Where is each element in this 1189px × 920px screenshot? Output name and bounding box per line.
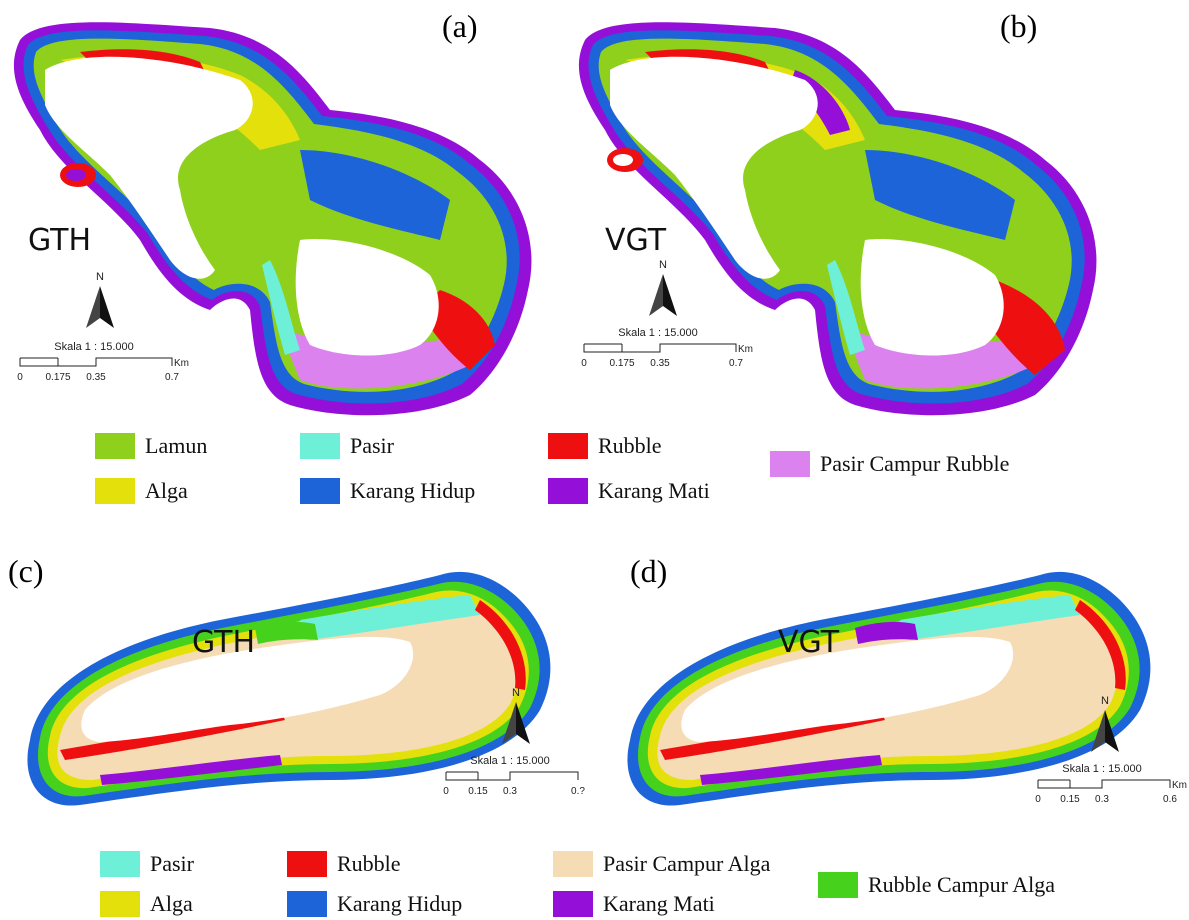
legend-label: Karang Mati <box>598 478 710 503</box>
scale-tick-b-3: 0.7 <box>729 358 743 369</box>
scale-tick-b-2: 0.35 <box>650 358 670 369</box>
map-title-c: GTH <box>192 625 256 660</box>
legend-item-rubble-campur-alga: Rubble Campur Alga <box>818 872 1055 898</box>
legend-swatch <box>287 851 327 877</box>
legend-swatch <box>548 478 588 504</box>
legend-label: Karang Hidup <box>350 478 476 503</box>
scale-tick-a-3: 0.7 <box>165 372 179 383</box>
panel-label-c: (c) <box>8 553 44 589</box>
reef-map-c <box>27 571 551 806</box>
legend-swatch <box>548 433 588 459</box>
legend-swatch <box>553 851 593 877</box>
north-label-b: N <box>659 259 667 271</box>
legend-label: Pasir Campur Rubble <box>820 451 1010 476</box>
legend-item-karang-hidup: Karang Hidup <box>300 478 475 504</box>
scale-bar-a: Skala 1 : 15.000 0 0.175 0.35 0.7 Km <box>17 341 189 383</box>
north-arrow-a: N <box>86 271 114 328</box>
scale-tick-d-1: 0.15 <box>1060 794 1080 805</box>
legend-label: Rubble Campur Alga <box>868 872 1055 897</box>
scale-bar-b: Skala 1 : 15.000 0 0.175 0.35 0.7 Km <box>581 327 753 369</box>
scale-tick-a-1: 0.175 <box>45 372 70 383</box>
legend-item-alga-b: Alga <box>100 891 193 917</box>
reef-map-a <box>13 22 532 416</box>
scale-text-c: Skala 1 : 15.000 <box>470 755 550 767</box>
scale-tick-c-0: 0 <box>443 786 449 797</box>
scale-tick-c-2: 0.3 <box>503 786 517 797</box>
scale-tick-a-2: 0.35 <box>86 372 106 383</box>
legend-label: Pasir Campur Alga <box>603 851 771 876</box>
legend-swatch <box>100 851 140 877</box>
scale-tick-c-3: 0.? <box>571 786 585 797</box>
scale-tick-d-0: 0 <box>1035 794 1041 805</box>
north-label-d: N <box>1101 695 1109 707</box>
scale-tick-d-2: 0.3 <box>1095 794 1109 805</box>
legend-label: Karang Hidup <box>337 891 463 916</box>
legend-label: Lamun <box>145 433 208 458</box>
scale-text-b: Skala 1 : 15.000 <box>618 327 698 339</box>
north-arrow-c: N <box>502 687 530 744</box>
legend-label: Alga <box>150 891 193 916</box>
scale-tick-b-0: 0 <box>581 358 587 369</box>
legend-item-pasir-campur-rubble: Pasir Campur Rubble <box>770 451 1009 477</box>
north-arrow-d: N <box>1091 695 1119 752</box>
north-arrow-b: N <box>649 259 677 316</box>
scale-bar-c: Skala 1 : 15.000 0 0.15 0.3 0.? <box>443 755 585 797</box>
reef-map-b <box>578 22 1097 416</box>
legend-item-rubble: Rubble <box>548 433 662 459</box>
legend-label: Alga <box>145 478 188 503</box>
panel-label-b: (b) <box>1000 8 1038 44</box>
legend-label: Karang Mati <box>603 891 715 916</box>
legend-swatch <box>95 478 135 504</box>
legend-item-karang-hidup-b: Karang Hidup <box>287 891 462 917</box>
legend-item-pasir-campur-alga: Pasir Campur Alga <box>553 851 770 877</box>
legend-label: Rubble <box>337 851 401 876</box>
legend-item-alga: Alga <box>95 478 188 504</box>
north-label-a: N <box>96 271 104 283</box>
legend-swatch <box>770 451 810 477</box>
reef-map-d <box>627 571 1151 806</box>
north-label-c: N <box>512 687 520 699</box>
legend-swatch <box>300 433 340 459</box>
scale-tick-b-1: 0.175 <box>609 358 634 369</box>
legend-swatch <box>553 891 593 917</box>
legend-swatch <box>300 478 340 504</box>
scale-text-a: Skala 1 : 15.000 <box>54 341 134 353</box>
legend-item-pasir-b: Pasir <box>100 851 194 877</box>
scale-unit-a: Km <box>174 358 189 369</box>
panel-label-a: (a) <box>442 8 478 44</box>
legend-item-lamun: Lamun <box>95 433 207 459</box>
legend-label: Pasir <box>350 433 394 458</box>
legend-swatch <box>100 891 140 917</box>
scale-tick-c-1: 0.15 <box>468 786 488 797</box>
legend-item-rubble-b: Rubble <box>287 851 401 877</box>
map-title-d: VGT <box>778 625 840 660</box>
legend-item-pasir: Pasir <box>300 433 394 459</box>
map-title-a: GTH <box>28 223 92 258</box>
legend-item-karang-mati-b: Karang Mati <box>553 891 715 917</box>
legend-item-karang-mati: Karang Mati <box>548 478 710 504</box>
scale-unit-b: Km <box>738 344 753 355</box>
legend-swatch <box>287 891 327 917</box>
scale-unit-d: Km <box>1172 780 1187 791</box>
legend-swatch <box>95 433 135 459</box>
legend-swatch <box>818 872 858 898</box>
scale-text-d: Skala 1 : 15.000 <box>1062 763 1142 775</box>
panel-label-d: (d) <box>630 553 668 589</box>
scale-bar-d: Skala 1 : 15.000 0 0.15 0.3 0.6 Km <box>1035 763 1187 805</box>
scale-tick-d-3: 0.6 <box>1163 794 1177 805</box>
legend-label: Rubble <box>598 433 662 458</box>
legend-label: Pasir <box>150 851 194 876</box>
scale-tick-a-0: 0 <box>17 372 23 383</box>
map-title-b: VGT <box>605 223 667 258</box>
